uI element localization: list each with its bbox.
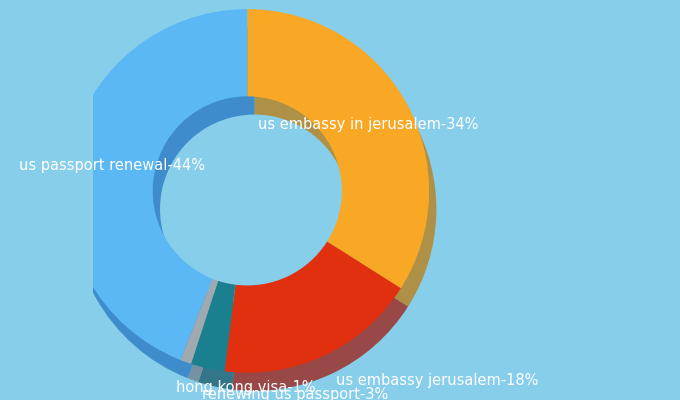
Wedge shape — [224, 242, 401, 373]
Text: us embassy in jerusalem-34%: us embassy in jerusalem-34% — [258, 117, 479, 132]
Wedge shape — [188, 297, 225, 382]
Text: renewing us passport-3%: renewing us passport-3% — [202, 388, 388, 400]
Wedge shape — [65, 9, 248, 360]
Text: us embassy jerusalem-18%: us embassy jerusalem-18% — [337, 373, 539, 388]
Wedge shape — [180, 279, 218, 364]
Wedge shape — [199, 299, 243, 390]
Wedge shape — [248, 9, 429, 288]
Text: hong kong visa-1%: hong kong visa-1% — [176, 380, 316, 395]
Text: us passport renewal-44%: us passport renewal-44% — [18, 158, 205, 172]
Wedge shape — [254, 27, 437, 306]
Wedge shape — [73, 27, 254, 378]
Wedge shape — [191, 281, 235, 371]
Wedge shape — [232, 260, 408, 391]
